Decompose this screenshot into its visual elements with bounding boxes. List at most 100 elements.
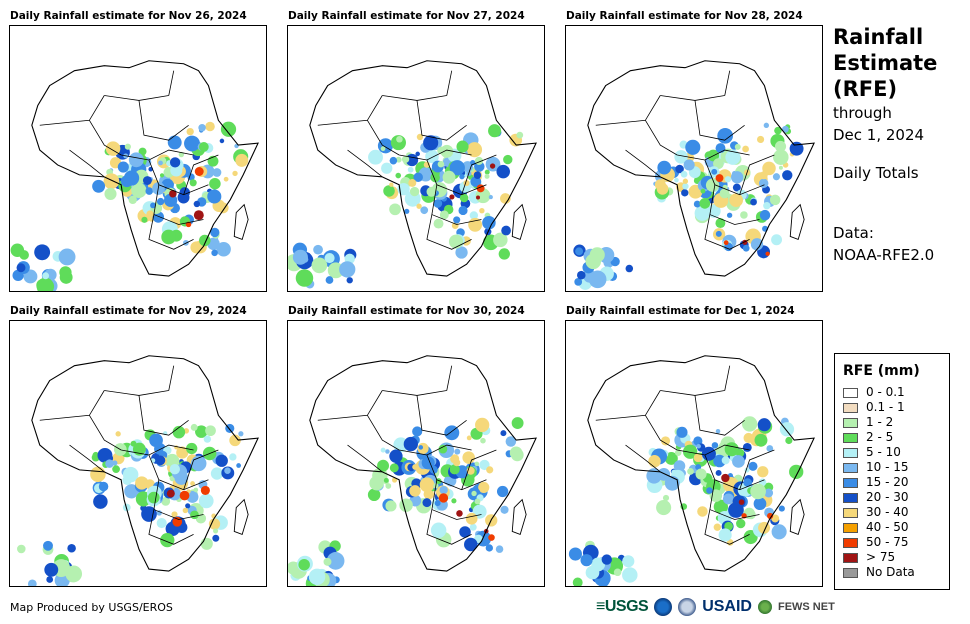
rain-blob bbox=[501, 225, 511, 236]
rain-blob bbox=[161, 229, 177, 245]
country-border bbox=[704, 159, 765, 196]
rain-blob bbox=[495, 545, 504, 553]
rain-blob bbox=[210, 227, 220, 238]
country-border bbox=[461, 154, 497, 195]
legend-label: 20 - 30 bbox=[866, 490, 909, 504]
country-border bbox=[704, 214, 750, 250]
country-border bbox=[183, 449, 219, 490]
map-panel-2[interactable] bbox=[287, 25, 545, 292]
rain-blob bbox=[682, 178, 689, 184]
rain-blob bbox=[715, 218, 726, 229]
title-line-2: Estimate bbox=[833, 51, 938, 75]
rain-blob bbox=[625, 264, 634, 273]
rain-blob bbox=[439, 485, 448, 495]
rain-blob bbox=[194, 167, 204, 176]
rain-blob bbox=[473, 171, 482, 179]
rain-blob bbox=[725, 149, 741, 165]
rain-blob bbox=[453, 459, 461, 467]
rain-blob bbox=[715, 143, 726, 154]
rain-blob bbox=[152, 211, 164, 223]
rain-blob bbox=[682, 444, 698, 459]
rain-blob bbox=[763, 202, 771, 210]
title-through: through bbox=[833, 104, 892, 122]
rain-blob bbox=[466, 435, 472, 441]
rain-blob bbox=[500, 505, 509, 514]
rain-blob bbox=[486, 466, 494, 474]
country-border bbox=[121, 444, 194, 456]
rain-blob bbox=[648, 454, 661, 468]
rain-blob bbox=[742, 145, 749, 153]
panel-1-title: Daily Rainfall estimate for Nov 26, 2024 bbox=[10, 10, 247, 22]
rain-blob bbox=[158, 160, 163, 166]
rain-blob bbox=[367, 488, 381, 502]
rain-blob bbox=[416, 133, 424, 141]
rain-blob bbox=[577, 270, 586, 280]
rain-blob bbox=[660, 436, 671, 446]
country-border bbox=[446, 365, 453, 391]
map-panel-5[interactable] bbox=[287, 320, 545, 587]
rain-blob bbox=[509, 446, 523, 460]
country-border bbox=[138, 100, 189, 141]
rain-blob bbox=[369, 475, 384, 491]
rain-blob bbox=[580, 554, 593, 567]
title-block: Rainfall Estimate (RFE) through Dec 1, 2… bbox=[833, 24, 963, 266]
rain-blob bbox=[323, 557, 332, 566]
rain-blob bbox=[459, 193, 469, 203]
rain-blob bbox=[128, 195, 137, 205]
rain-blob bbox=[480, 437, 486, 444]
rain-blob bbox=[16, 263, 26, 273]
rain-blob bbox=[715, 469, 722, 476]
rain-blob bbox=[695, 468, 707, 480]
rain-blob bbox=[715, 428, 721, 434]
rain-blob bbox=[34, 244, 51, 261]
rain-blob bbox=[715, 174, 724, 183]
rain-blob bbox=[292, 249, 308, 265]
rain-blob bbox=[404, 208, 410, 214]
rain-blob bbox=[451, 498, 457, 504]
rain-blob bbox=[327, 262, 344, 279]
rain-blob bbox=[117, 161, 129, 173]
country-border bbox=[426, 454, 487, 491]
rain-blob bbox=[141, 216, 148, 223]
rain-blob bbox=[186, 491, 199, 503]
map-panel-3[interactable] bbox=[565, 25, 823, 292]
rain-blob bbox=[195, 425, 208, 438]
rain-blob bbox=[377, 138, 393, 154]
rain-blob bbox=[203, 435, 212, 443]
map-panel-4[interactable] bbox=[9, 320, 267, 587]
rain-blob bbox=[200, 485, 210, 495]
country-border bbox=[69, 149, 105, 178]
rain-blob bbox=[178, 151, 185, 158]
rain-blob bbox=[443, 476, 453, 485]
country-border bbox=[399, 444, 472, 456]
rain-blob bbox=[682, 183, 689, 190]
rain-blob bbox=[346, 277, 353, 284]
rain-blob bbox=[423, 135, 439, 151]
legend-label: 5 - 10 bbox=[866, 445, 901, 459]
legend-label: No Data bbox=[866, 565, 915, 579]
country-border bbox=[426, 509, 472, 545]
country-border bbox=[431, 479, 482, 520]
country-border bbox=[739, 449, 775, 490]
rain-blob bbox=[471, 490, 477, 497]
map-panel-1[interactable] bbox=[9, 25, 267, 292]
country-border bbox=[416, 395, 467, 436]
rain-blob bbox=[413, 172, 423, 183]
rain-blob bbox=[769, 194, 781, 206]
madagascar-outline bbox=[511, 203, 527, 240]
rain-blob bbox=[215, 454, 228, 467]
legend-item: 0.1 - 1 bbox=[843, 400, 949, 415]
rain-blob bbox=[765, 251, 770, 256]
rain-blob bbox=[184, 135, 200, 152]
rain-blob bbox=[456, 140, 469, 153]
rain-blob bbox=[589, 247, 605, 263]
rain-blob bbox=[169, 189, 177, 198]
rain-blob bbox=[98, 481, 109, 492]
rain-blob bbox=[409, 485, 421, 497]
rain-blob bbox=[694, 205, 710, 221]
map-panel-6[interactable] bbox=[565, 320, 823, 587]
madagascar-outline bbox=[511, 498, 527, 535]
legend-item: 15 - 20 bbox=[843, 475, 949, 490]
rain-blob bbox=[459, 526, 471, 538]
rain-blob bbox=[308, 568, 326, 586]
